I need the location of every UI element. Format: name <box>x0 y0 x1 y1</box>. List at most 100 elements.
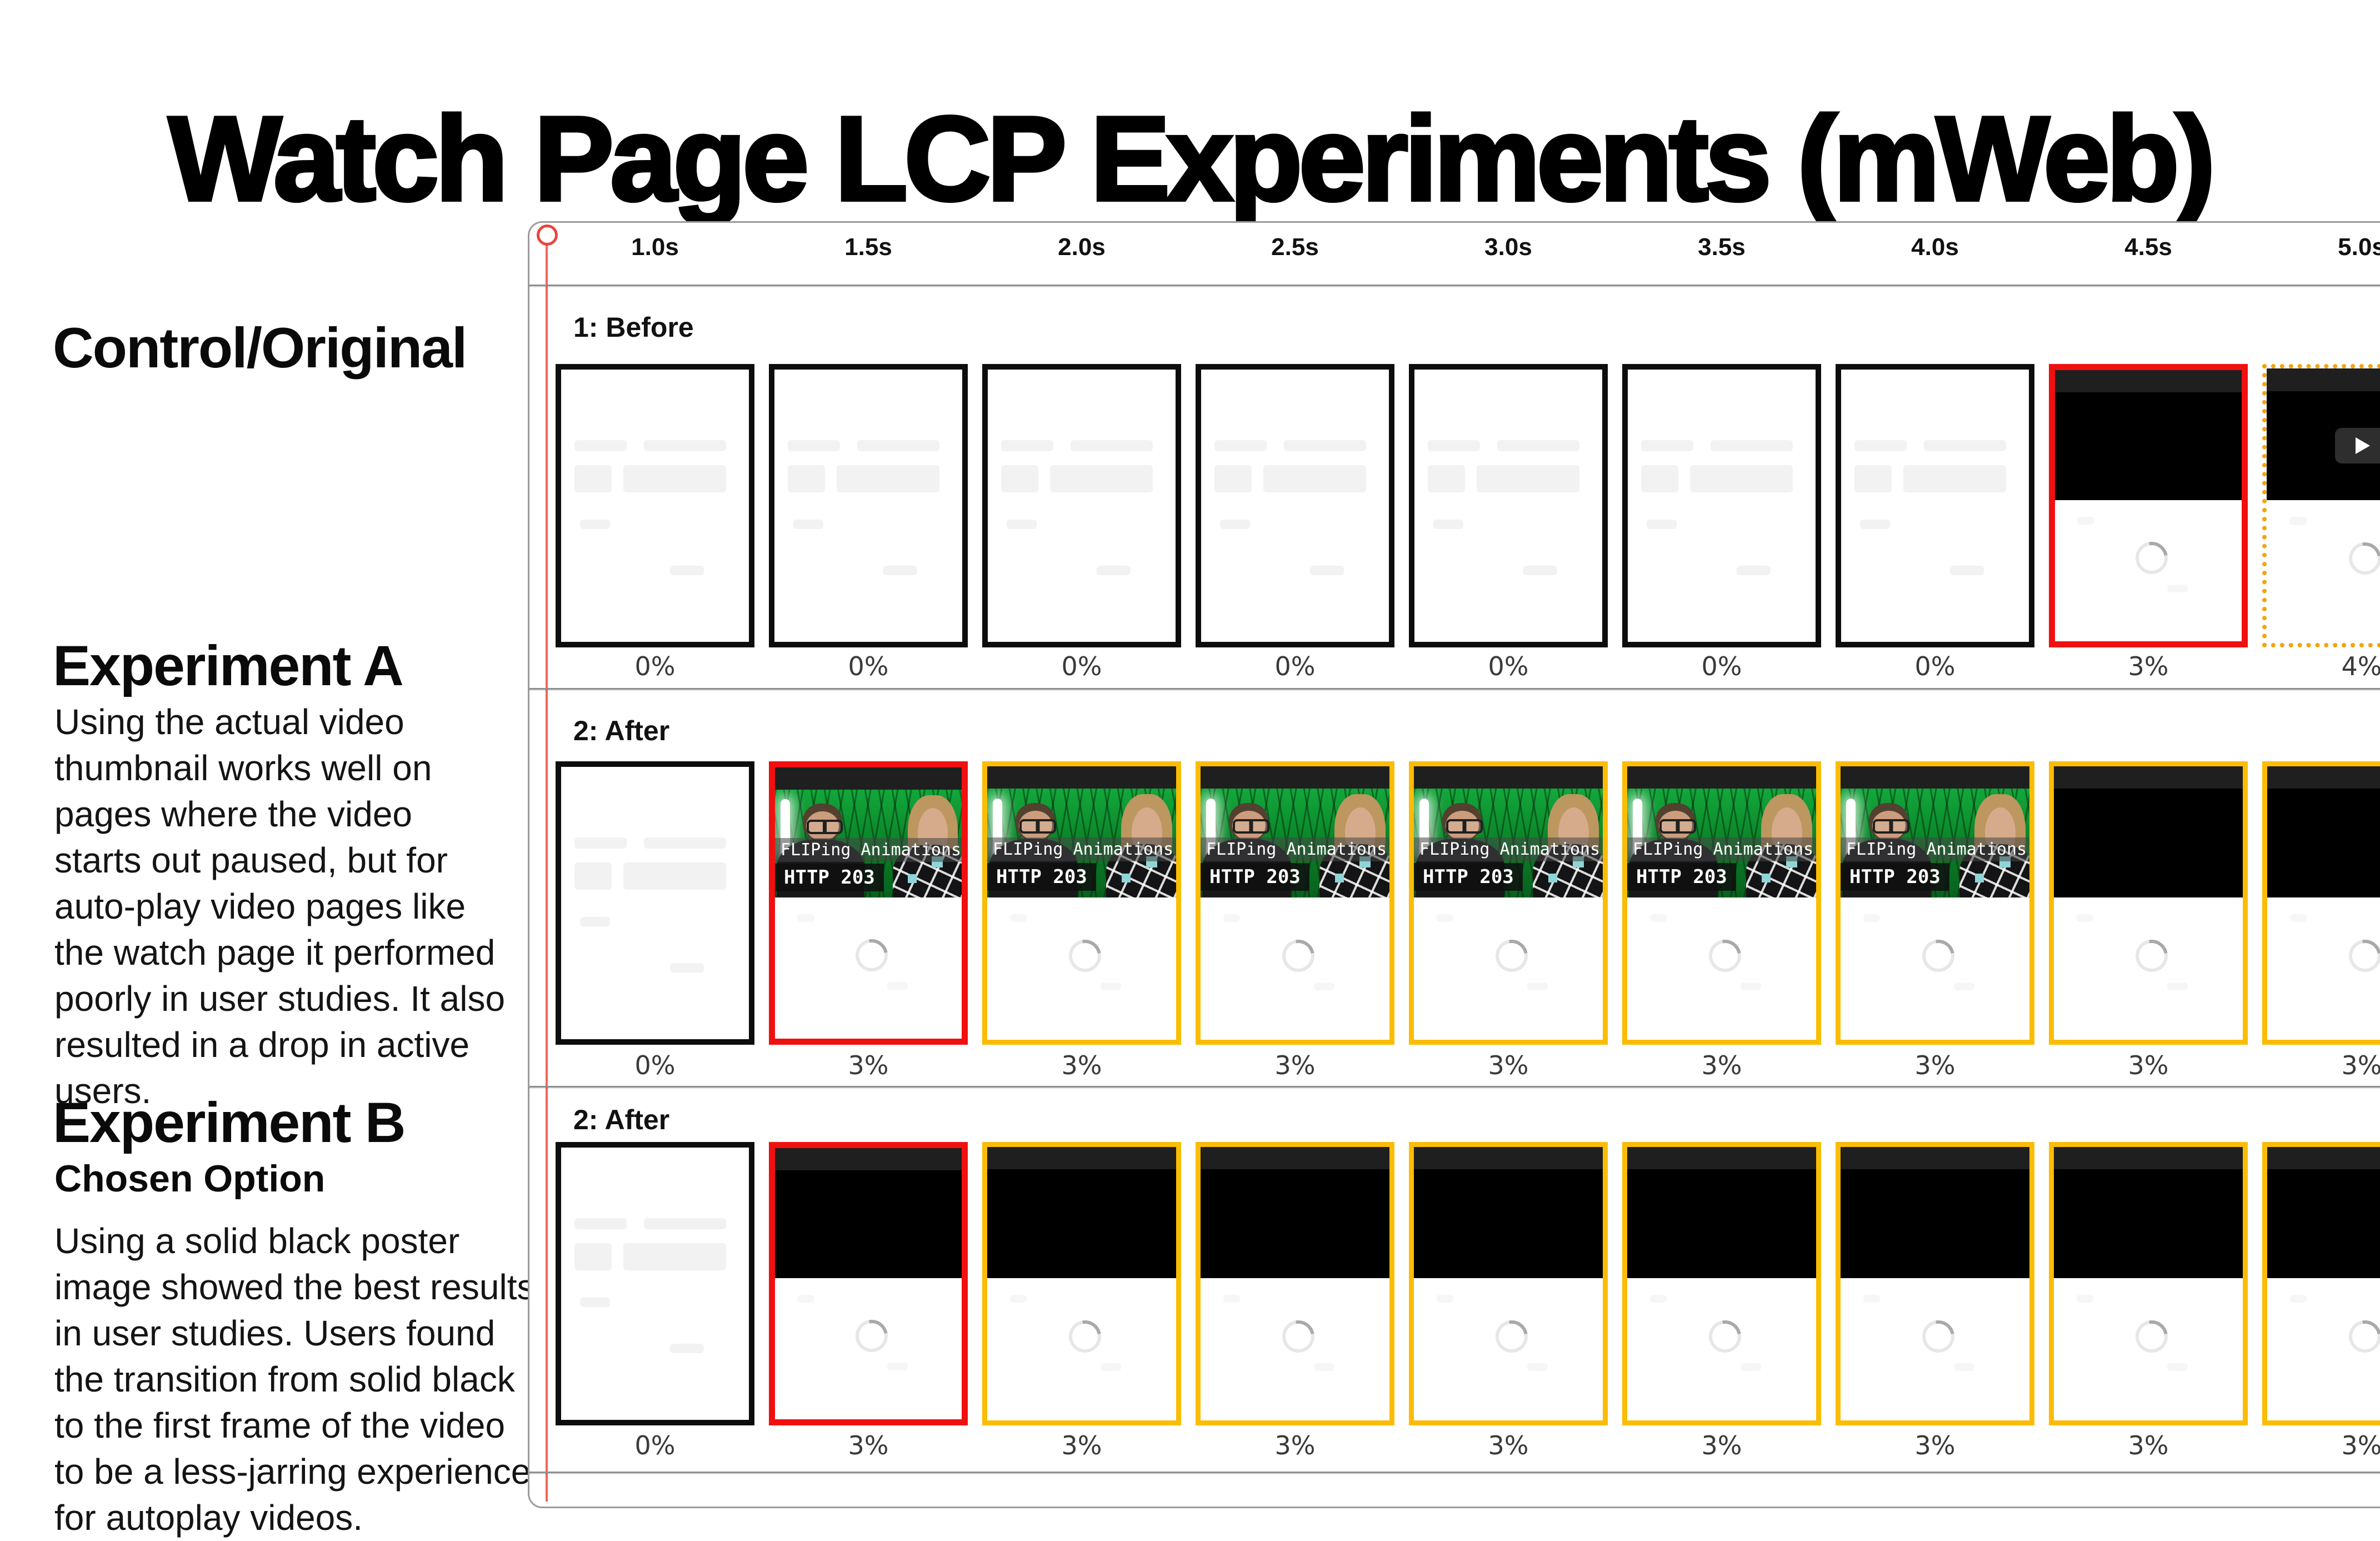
ghost-skeleton <box>670 1343 704 1353</box>
ghost-skeleton <box>2167 585 2188 593</box>
ghost-skeleton <box>1223 914 1241 922</box>
filmstrip-frame <box>982 364 1181 647</box>
loading-spinner-icon <box>1702 933 1748 978</box>
experiment-b-description: Using a solid black poster image showed … <box>54 1221 535 1538</box>
ghost-skeleton <box>1737 565 1771 575</box>
frame-percent: 4% <box>2341 651 2380 681</box>
video-poster-black <box>2267 789 2380 898</box>
ghost-skeleton <box>2077 914 2094 922</box>
ghost-skeleton <box>1863 1295 1881 1303</box>
browser-chrome-strip <box>1414 1147 1603 1170</box>
loading-spinner-icon <box>2342 536 2380 581</box>
filmstrip-frame <box>769 364 968 647</box>
filmstrip-frame: FLIPing Animations HTTP 203 <box>769 761 968 1045</box>
ghost-skeleton <box>643 1218 727 1229</box>
ghost-skeleton <box>1283 440 1367 451</box>
frame-percent: 3% <box>1488 1430 1529 1460</box>
ghost-skeleton <box>1741 1363 1761 1372</box>
thumbnail-show-caption: HTTP 203 <box>775 863 884 891</box>
video-thumbnail: FLIPing Animations HTTP 203 <box>987 789 1176 898</box>
browser-chrome-strip <box>1414 766 1603 789</box>
experiment-b-subheading: Chosen Option <box>54 1158 326 1200</box>
filmstrip-frame <box>556 761 754 1045</box>
frame-percent: 3% <box>1488 1050 1529 1080</box>
ghost-skeleton <box>1527 1363 1548 1372</box>
ghost-skeleton <box>793 519 823 529</box>
filmstrip-frame: FLIPing Animations HTTP 203 <box>1409 761 1608 1045</box>
ghost-skeleton <box>1954 983 1974 991</box>
ghost-skeleton <box>1641 465 1679 492</box>
browser-chrome-strip <box>1841 1147 2029 1170</box>
shirt-pattern-chip <box>908 874 917 883</box>
ghost-skeleton <box>643 440 727 451</box>
frame-percent: 3% <box>1061 1430 1102 1460</box>
video-poster-black <box>1841 1169 2029 1279</box>
browser-chrome-strip <box>2267 368 2380 391</box>
timeline-marker-icon <box>537 225 558 246</box>
ghost-skeleton <box>887 982 908 990</box>
loading-spinner-icon <box>2129 535 2174 581</box>
filmstrip-frame <box>1409 1142 1608 1425</box>
frame-percent: 0% <box>634 1430 676 1460</box>
ghost-skeleton <box>1101 1363 1121 1372</box>
loading-spinner-icon <box>2129 1314 2174 1359</box>
ghost-skeleton <box>1049 465 1153 492</box>
time-header-label: 3.5s <box>1698 233 1746 261</box>
video-poster-black <box>1627 1169 1816 1279</box>
frame-percent: 3% <box>1701 1430 1742 1460</box>
filmstrip-frame <box>1622 364 1821 647</box>
video-thumbnail: FLIPing Animations HTTP 203 <box>1201 789 1389 898</box>
glasses-icon <box>1232 819 1269 834</box>
ghost-skeleton <box>1476 465 1580 492</box>
loading-spinner-icon <box>1489 1314 1534 1359</box>
loading-spinner-icon <box>1062 1314 1108 1359</box>
thumbnail-captions: FLIPing Animations HTTP 203 <box>1201 837 1389 891</box>
video-poster-black <box>2054 789 2243 898</box>
frame-percent: 3% <box>1061 1050 1102 1080</box>
ghost-skeleton <box>887 1363 908 1371</box>
thumbnail-captions: FLIPing Animations HTTP 203 <box>1841 837 2029 891</box>
filmstrip-frame <box>769 1142 968 1425</box>
browser-chrome-strip <box>2267 766 2380 789</box>
browser-chrome-strip <box>2054 766 2243 789</box>
ghost-skeleton <box>1010 1295 1027 1303</box>
ghost-skeleton <box>1863 914 1881 922</box>
ghost-skeleton <box>1097 565 1131 575</box>
shirt-pattern-chip <box>1548 874 1558 883</box>
thumbnail-title-caption: FLIPing Animations <box>1201 837 1389 862</box>
frame-percent: 3% <box>2341 1430 2380 1460</box>
thumbnail-captions: FLIPing Animations HTTP 203 <box>1414 837 1603 891</box>
ghost-skeleton <box>1854 465 1892 492</box>
video-poster-black <box>775 1170 962 1279</box>
ghost-skeleton <box>2289 517 2307 525</box>
ghost-skeleton <box>1101 983 1121 991</box>
loading-spinner-icon <box>1276 1314 1321 1359</box>
browser-chrome-strip <box>2054 1147 2243 1170</box>
slide-title: Watch Page LCP Experiments (mWeb) <box>167 89 2217 227</box>
frame-percent: 3% <box>2128 1430 2169 1460</box>
thumbnail-show-caption: HTTP 203 <box>987 863 1096 891</box>
filmstrip-frame: FLIPing Animations HTTP 203 <box>1196 761 1394 1045</box>
ghost-skeleton <box>1427 440 1481 451</box>
ghost-skeleton <box>1650 914 1667 922</box>
ghost-skeleton <box>574 465 612 492</box>
loading-spinner-icon <box>849 1313 894 1359</box>
frame-percent: 3% <box>1274 1050 1316 1080</box>
ghost-skeleton <box>1223 1295 1241 1303</box>
ghost-skeleton <box>579 519 610 529</box>
filmstrip-frame <box>2262 364 2380 647</box>
thumbnail-title-caption: FLIPing Animations <box>1627 837 1816 862</box>
loading-spinner-icon <box>2342 1314 2380 1359</box>
ghost-skeleton <box>643 837 727 849</box>
time-header-label: 3.0s <box>1484 233 1532 261</box>
row-divider <box>529 688 2380 690</box>
browser-chrome-strip <box>1201 1147 1389 1170</box>
browser-chrome-strip <box>1627 766 1816 789</box>
ghost-skeleton <box>1923 440 2007 451</box>
ghost-skeleton <box>623 1243 727 1270</box>
ghost-skeleton <box>2290 914 2307 922</box>
ghost-skeleton <box>1263 465 1367 492</box>
frame-percent: 0% <box>1701 651 1742 681</box>
frame-percent: 0% <box>848 651 889 681</box>
browser-chrome-strip <box>2267 1147 2380 1170</box>
